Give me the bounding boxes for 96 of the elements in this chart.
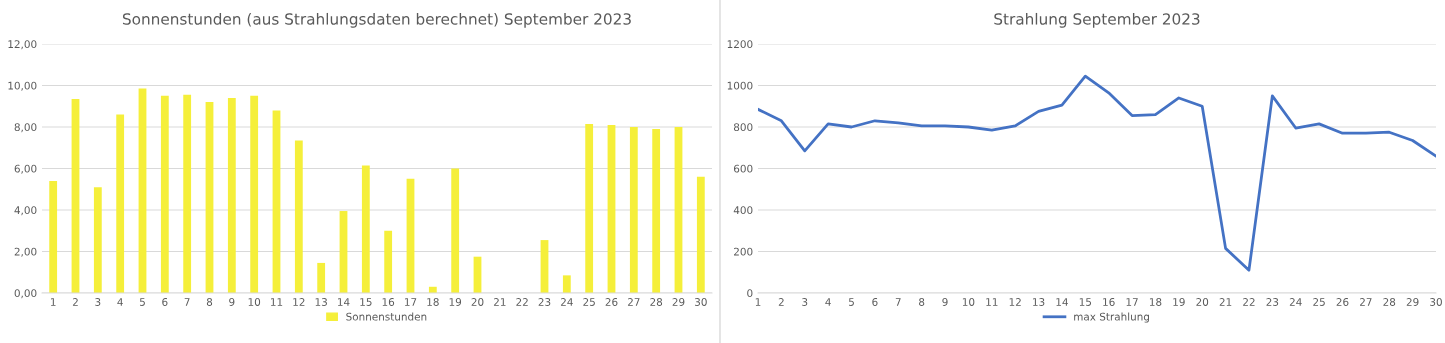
- y-tick-label: 0: [747, 289, 753, 298]
- x-tick-label: 8: [206, 298, 213, 306]
- x-tick-label: 8: [919, 298, 925, 306]
- x-tick-label: 17: [405, 298, 417, 306]
- x-tick-label: 9: [942, 298, 948, 306]
- x-tick-label: 5: [139, 298, 145, 306]
- x-tick-label: 28: [650, 298, 663, 306]
- bar: [361, 165, 370, 293]
- x-tick-label: 7: [895, 298, 901, 306]
- x-tick-label: 25: [583, 298, 595, 306]
- y-tick-label: 800: [733, 123, 753, 132]
- y-tick-label: 6,00: [14, 164, 37, 174]
- x-tick-label: 24: [560, 298, 573, 306]
- y-tick-label: 0,00: [14, 289, 37, 299]
- x-tick-label: 12: [293, 298, 305, 306]
- x-tick-label: 30: [1430, 298, 1442, 306]
- bar: [562, 275, 571, 293]
- bar: [696, 176, 705, 293]
- x-tick-label: 29: [672, 298, 685, 306]
- x-tick-label: 10: [248, 298, 261, 306]
- x-tick-label: 26: [1336, 298, 1349, 306]
- x-tick-label: 11: [986, 298, 998, 306]
- x-tick-label: 2: [778, 298, 784, 306]
- x-tick-label: 6: [162, 298, 168, 306]
- x-tick-label: 1: [755, 298, 761, 306]
- x-tick-label: 11: [271, 298, 283, 306]
- bar: [451, 168, 460, 293]
- x-tick-label: 5: [849, 298, 854, 306]
- x-tick-label: 16: [382, 298, 395, 306]
- x-tick-label: 22: [516, 298, 528, 306]
- bar: [227, 97, 236, 293]
- x-tick-label: 18: [427, 298, 439, 306]
- x-tick-label: 27: [1360, 298, 1372, 306]
- line-series: [758, 74, 1436, 272]
- x-tick-label: 10: [962, 298, 975, 306]
- bar: [250, 95, 259, 293]
- x-tick-label: 13: [315, 298, 327, 306]
- x-tick-label: 20: [471, 298, 484, 306]
- x-tick-label: 28: [1383, 298, 1396, 306]
- bar: [294, 140, 303, 293]
- x-tick-label: 9: [229, 298, 235, 306]
- x-tick-label: 30: [695, 298, 707, 306]
- x-tick-label: 21: [1219, 298, 1232, 306]
- bar: [49, 180, 58, 293]
- x-tick-label: 23: [538, 298, 551, 306]
- x-tick-label: 19: [449, 298, 462, 306]
- bar: [93, 187, 102, 293]
- y-tick-label: 2,00: [14, 247, 37, 257]
- x-tick-label: 4: [117, 298, 123, 306]
- y-tick-label: 1200: [727, 40, 753, 49]
- bar: [629, 127, 638, 293]
- x-tick-label: 25: [1313, 298, 1325, 306]
- x-tick-label: 18: [1149, 298, 1162, 306]
- bar: [317, 262, 326, 293]
- x-tick-label: 4: [825, 298, 831, 306]
- bar: [183, 94, 192, 293]
- legend-label: Sonnenstunden: [346, 312, 427, 321]
- bar: [384, 230, 393, 293]
- x-tick-label: 7: [184, 298, 190, 306]
- x-tick-label: 20: [1196, 298, 1209, 306]
- x-tick-label: 2: [72, 298, 78, 306]
- x-tick-label: 15: [360, 298, 372, 306]
- x-tick-label: 15: [1079, 298, 1092, 306]
- bar: [160, 95, 169, 293]
- x-tick-label: 22: [1243, 298, 1255, 306]
- y-tick-label: 10,00: [8, 81, 37, 91]
- bar: [652, 129, 661, 293]
- x-tick-label: 19: [1173, 298, 1185, 306]
- x-tick-label: 14: [1056, 298, 1068, 306]
- x-tick-label: 3: [802, 298, 808, 306]
- x-tick-label: 3: [95, 298, 101, 306]
- bar: [116, 114, 125, 293]
- x-tick-label: 13: [1033, 298, 1045, 306]
- y-tick-label: 600: [733, 164, 753, 173]
- x-tick-label: 27: [627, 298, 640, 306]
- x-tick-label: 1: [51, 298, 56, 306]
- x-tick-label: 17: [1126, 298, 1138, 306]
- y-tick-label: 8,00: [14, 123, 37, 133]
- x-tick-label: 24: [1289, 298, 1302, 306]
- x-tick-label: 29: [1406, 298, 1419, 306]
- x-tick-label: 21: [493, 298, 506, 306]
- y-tick-label: 200: [734, 247, 753, 256]
- bar: [585, 123, 594, 293]
- y-tick-label: 400: [733, 206, 753, 215]
- y-tick-label: 12,00: [8, 40, 37, 50]
- x-tick-label: 26: [605, 298, 618, 306]
- x-tick-label: 14: [338, 298, 350, 306]
- chart-title: Sonnenstunden (aus Strahlungsdaten berechnet) September 2023: [122, 12, 631, 28]
- x-tick-label: 23: [1266, 298, 1279, 306]
- x-tick-label: 16: [1103, 298, 1115, 306]
- x-tick-label: 12: [1009, 298, 1021, 306]
- legend-label: max Strahlung: [1074, 312, 1149, 323]
- y-tick-label: 1000: [727, 81, 753, 90]
- y-tick-label: 4,00: [14, 206, 37, 216]
- chart-title: Strahlung September 2023: [994, 12, 1200, 28]
- x-tick-label: 6: [872, 298, 878, 306]
